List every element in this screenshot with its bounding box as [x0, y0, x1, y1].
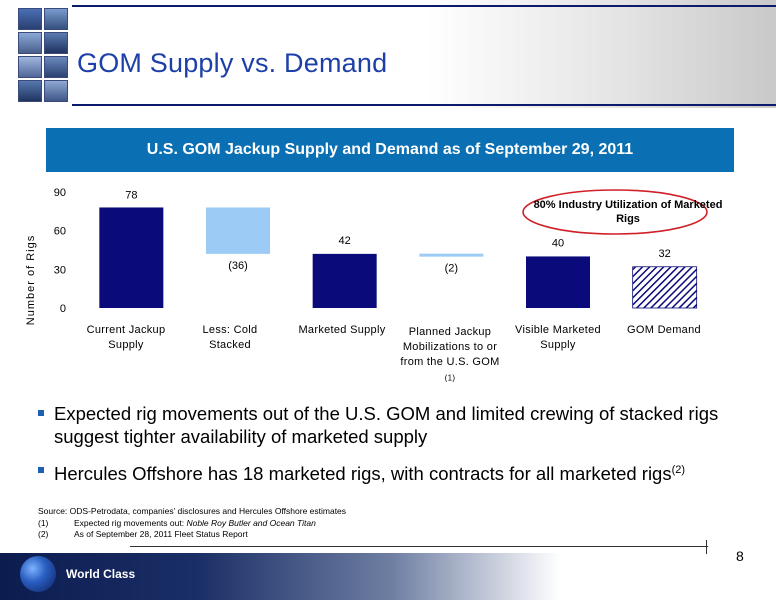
category-label-planned-mobilizations: Planned Jackup Mobilizations to or from … — [394, 325, 506, 390]
footer-band — [0, 553, 560, 600]
rig-photo-5 — [18, 56, 42, 78]
data-label: (36) — [228, 260, 248, 272]
bullet-text: Expected rig movements out of the U.S. G… — [54, 403, 719, 447]
category-label-planned-mobilizations-text: Planned Jackup Mobilizations to or from … — [400, 326, 500, 382]
bar-decrease-3 — [419, 253, 484, 257]
footnote-2: (2) As of September 28, 2011 Fleet Statu… — [38, 529, 346, 541]
rig-photo-1 — [18, 8, 42, 30]
category-label-marketed-supply: Marketed Supply — [298, 324, 386, 336]
footnotes: Source: ODS-Petrodata, companies’ disclo… — [38, 506, 346, 541]
y-tick-label: 90 — [54, 187, 66, 199]
y-tick-label: 30 — [54, 264, 66, 276]
page-number: 8 — [736, 548, 744, 564]
y-axis-label: Number of Rigs — [25, 235, 37, 325]
slide-header — [0, 0, 776, 108]
bar-total-0 — [99, 207, 164, 308]
footer-brand: World Class — [66, 567, 136, 581]
waterfall-chart: Number of Rigs 0 30 60 90 78 (36) 42 (2) 40 32 Cu… — [0, 180, 776, 390]
footer-rule — [130, 546, 708, 547]
data-label: (2) — [445, 263, 458, 275]
footnote-1: (1) Expected rig movements out: Noble Ro… — [38, 518, 346, 530]
footnote-1-rigs: Noble Roy Butler and Ocean Titan — [186, 517, 316, 528]
rig-photo-3 — [18, 32, 42, 54]
category-label-gom-demand: GOM Demand — [627, 324, 701, 336]
y-tick-label: 0 — [60, 303, 66, 315]
footnote-1-text: Expected rig movements out: — [74, 517, 187, 528]
category-label-visible-supply: Visible Marketed Supply — [515, 324, 601, 351]
header-rule-bottom — [72, 104, 776, 106]
bullet-item-rig-movements: Expected rig movements out of the U.S. G… — [38, 402, 738, 448]
bullet-square-icon — [38, 467, 44, 473]
chart-svg: Number of Rigs 0 30 60 90 78 (36) 42 (2) 40 32 — [25, 187, 708, 325]
footnote-1-number: (1) — [38, 517, 49, 528]
footnote-2-text: As of September 28, 2011 Fleet Status Re… — [74, 529, 248, 539]
bar-total-2 — [312, 253, 377, 308]
header-rule — [72, 5, 776, 7]
bullet-square-icon — [38, 410, 44, 416]
data-label: 78 — [125, 189, 137, 201]
data-label: 32 — [659, 248, 671, 260]
globe-logo-icon — [20, 556, 56, 592]
header-photo-strip — [18, 8, 70, 102]
bullet-list: Expected rig movements out of the U.S. G… — [38, 402, 738, 496]
category-label-current-supply: Current Jackup Supply — [86, 324, 166, 351]
rig-photo-7 — [18, 80, 42, 102]
bar-decrease-1 — [206, 207, 270, 254]
bar-gom-demand — [632, 266, 698, 309]
source-note: Source: ODS-Petrodata, companies’ disclo… — [38, 506, 347, 516]
page-title: GOM Supply vs. Demand — [77, 48, 388, 78]
utilization-annotation: 80% Industry Utilization of Marketed Rig… — [533, 199, 723, 225]
rig-photo-8 — [44, 80, 68, 102]
rig-photo-2 — [44, 8, 68, 30]
y-tick-label: 60 — [54, 226, 66, 238]
footer-tick — [706, 540, 707, 554]
data-label: 40 — [552, 237, 564, 249]
bullet-item-marketed-rigs: Hercules Offshore has 18 marketed rigs, … — [38, 459, 738, 485]
utilization-highlight-oval — [522, 189, 708, 235]
category-label-cold-stacked: Less: Cold Stacked — [202, 324, 258, 351]
data-label: 42 — [339, 235, 351, 247]
footnote-2-number: (2) — [38, 529, 49, 539]
rig-photo-4 — [44, 32, 68, 54]
bullet-text: Hercules Offshore has 18 marketed rigs, … — [54, 463, 672, 485]
footnote-ref: (2) — [671, 464, 686, 476]
footnote-ref: (1) — [444, 373, 456, 382]
bar-total-4 — [526, 256, 590, 308]
rig-photo-6 — [44, 56, 68, 78]
chart-title: U.S. GOM Jackup Supply and Demand as of … — [46, 128, 734, 172]
